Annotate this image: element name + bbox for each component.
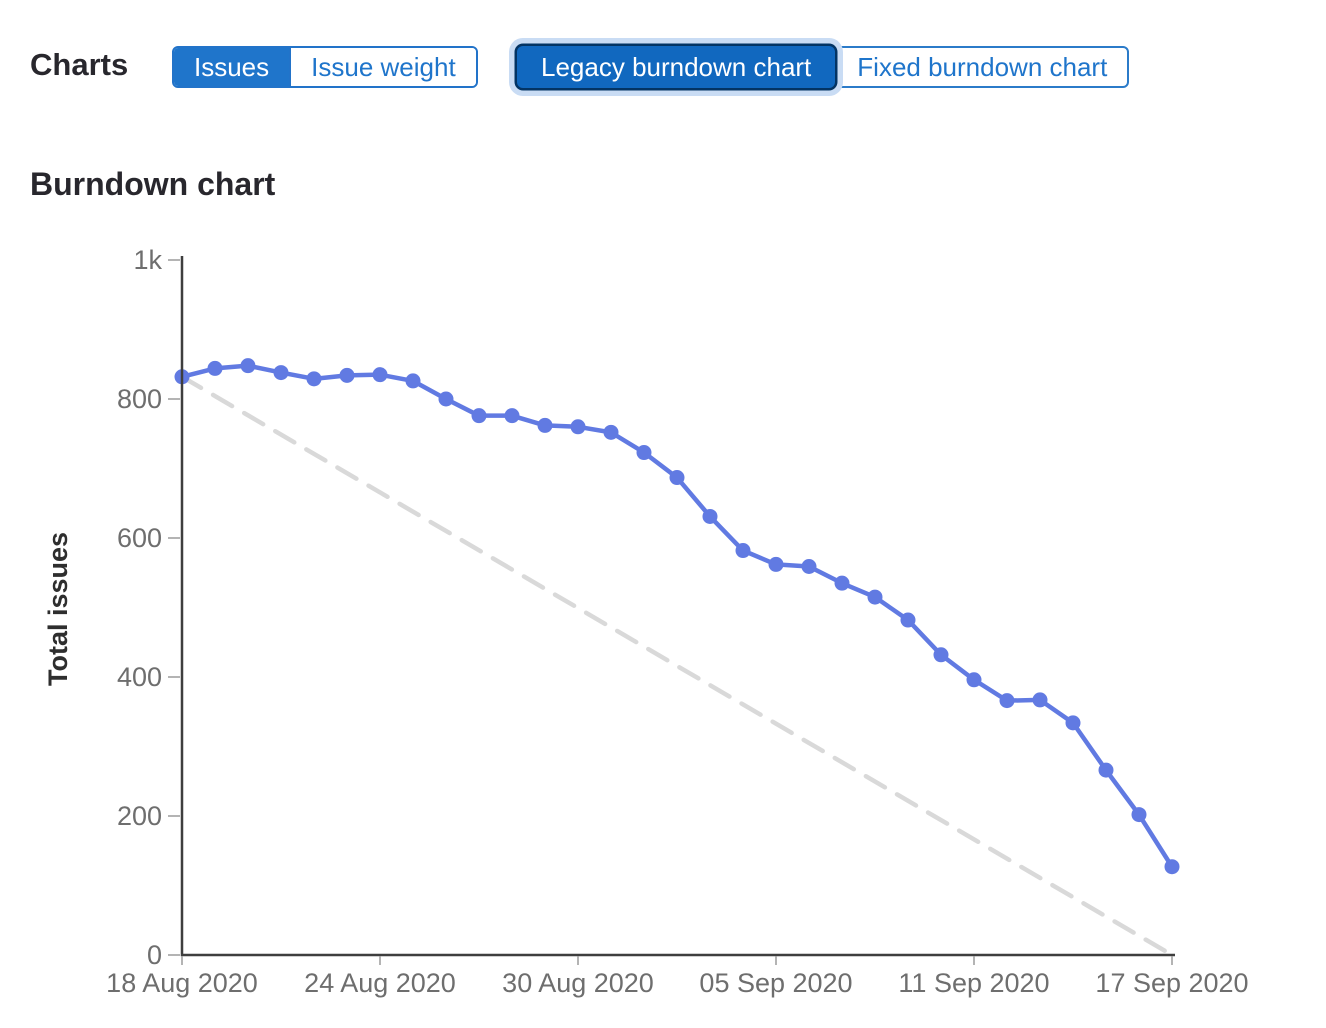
data-point[interactable] — [768, 556, 784, 572]
issues-toggle-button[interactable]: Issues — [174, 48, 290, 86]
data-point[interactable] — [273, 365, 289, 381]
data-point[interactable] — [1164, 859, 1180, 875]
charts-label: Charts — [30, 47, 129, 82]
fixed-burndown-chart-button[interactable]: Fixed burndown chart — [835, 46, 1130, 88]
data-point[interactable] — [1131, 807, 1147, 823]
x-tick-label: 11 Sep 2020 — [898, 968, 1049, 998]
data-point[interactable] — [801, 558, 817, 574]
guideline-series — [179, 374, 1175, 958]
y-tick-label: 0 — [147, 940, 162, 970]
x-tick-label: 18 Aug 2020 — [106, 968, 258, 998]
data-point[interactable] — [966, 672, 982, 688]
y-axis-label: Total issues — [43, 532, 73, 686]
data-point[interactable] — [702, 508, 718, 524]
page-title: Burndown chart — [30, 166, 276, 202]
y-tick-label: 400 — [117, 662, 162, 692]
issues-series — [174, 358, 1180, 875]
data-point[interactable] — [867, 589, 883, 605]
data-point[interactable] — [405, 373, 421, 389]
metric-toggle-group: Issues Issue weight — [172, 46, 478, 88]
data-point[interactable] — [207, 360, 223, 376]
legacy-burndown-chart-button[interactable]: Legacy burndown chart — [517, 46, 836, 88]
data-point[interactable] — [372, 367, 388, 383]
data-point[interactable] — [933, 647, 949, 663]
issues-line — [179, 363, 1175, 869]
data-point[interactable] — [537, 417, 553, 433]
data-point[interactable] — [471, 408, 487, 424]
x-tick-label: 05 Sep 2020 — [699, 968, 852, 998]
axis-lines — [180, 256, 1175, 957]
data-point[interactable] — [636, 445, 652, 461]
x-tick-label: 17 Sep 2020 — [1095, 968, 1248, 998]
y-tick-label: 600 — [117, 523, 162, 553]
x-tick-label: 24 Aug 2020 — [304, 968, 456, 998]
chart-ticks: 0 200 400 600 800 1k 18 Aug 2020 24 Aug 2020 30 … — [106, 245, 1248, 998]
y-tick-label: 200 — [117, 801, 162, 831]
issue-weight-toggle-button[interactable]: Issue weight — [289, 48, 476, 86]
chart-type-toggle-group: Legacy burndown chart Fixed burndown cha… — [517, 46, 1130, 88]
data-point[interactable] — [900, 612, 916, 628]
y-tick-label: 800 — [117, 384, 162, 414]
data-point[interactable] — [339, 367, 355, 383]
chart-axes — [180, 256, 1175, 957]
data-point[interactable] — [999, 693, 1015, 709]
data-point[interactable] — [735, 543, 751, 559]
data-point[interactable] — [504, 408, 520, 424]
data-point[interactable] — [240, 358, 256, 374]
x-tick-label: 30 Aug 2020 — [502, 968, 654, 998]
data-point[interactable] — [1098, 762, 1114, 778]
guideline-line — [179, 374, 1175, 958]
data-point[interactable] — [1065, 715, 1081, 731]
data-point[interactable] — [669, 470, 685, 486]
data-point[interactable] — [438, 391, 454, 407]
data-point[interactable] — [1032, 692, 1048, 708]
data-point[interactable] — [603, 424, 619, 440]
y-tick-label: 1k — [133, 245, 162, 275]
data-point[interactable] — [834, 575, 850, 591]
data-point[interactable] — [570, 419, 586, 435]
data-point[interactable] — [306, 371, 322, 387]
